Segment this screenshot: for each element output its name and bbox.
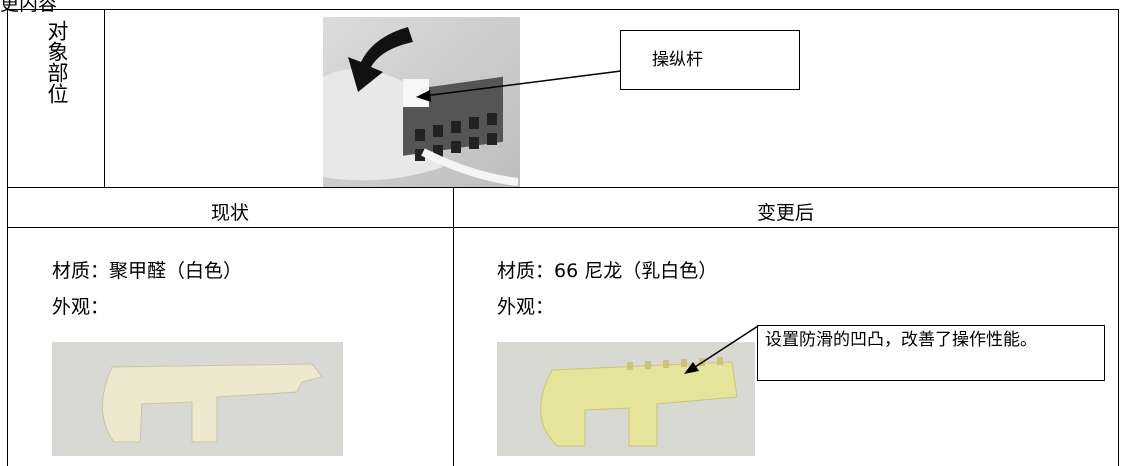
- material-text: 材质：聚甲醛（白色）: [52, 260, 243, 282]
- note-box: [757, 325, 1105, 381]
- note-text: 设置防滑的凹凸，改善了操作性能。: [765, 330, 1037, 350]
- table-border: [7, 227, 1119, 228]
- callout-box: [620, 30, 800, 90]
- table-border: [7, 9, 8, 466]
- column-header: 现状: [210, 202, 249, 224]
- table-border: [104, 9, 105, 187]
- note-arrow: [684, 325, 759, 374]
- target-label: 对象部位: [45, 20, 69, 104]
- table-border: [453, 187, 454, 466]
- table-border: [1118, 9, 1119, 466]
- column-header: 变更后: [756, 202, 814, 224]
- old-part-photo: [52, 342, 343, 456]
- new-part-photo: [497, 342, 755, 456]
- table-border: [7, 187, 1119, 188]
- section-title: 更内容: [0, 0, 58, 15]
- appearance-label: 外观：: [497, 296, 555, 318]
- appearance-label: 外观：: [52, 296, 110, 318]
- callout-text: 操纵杆: [652, 50, 703, 70]
- callout-arrow: [416, 70, 622, 102]
- table-border: [7, 9, 1119, 10]
- material-text: 材质：66 尼龙（乳白色）: [497, 260, 718, 282]
